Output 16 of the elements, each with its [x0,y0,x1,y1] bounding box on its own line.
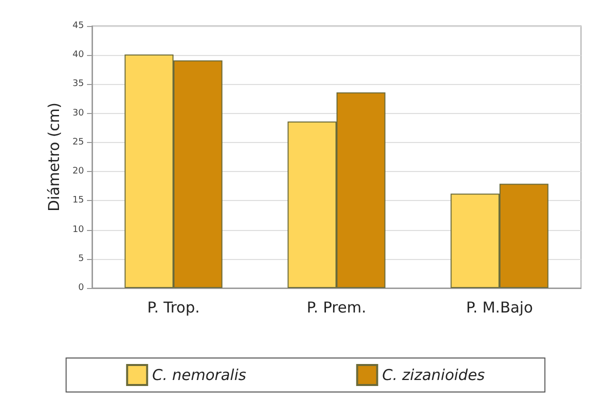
x-tick-label: P. Trop. [147,298,200,316]
x-tick-label: P. M.Bajo [466,298,533,316]
x-tick-label: P. Prem. [306,298,366,316]
y-tick-label: 5 [78,254,84,264]
y-tick-label: 40 [72,50,84,60]
y-tick-label: 10 [72,224,84,235]
legend-label: C. nemoralis [152,366,246,384]
y-tick-label: 35 [72,79,84,90]
y-tick-label: 45 [72,21,84,31]
y-tick-label: 25 [72,137,84,148]
y-tick-label: 30 [72,108,84,118]
y-axis-title: Diámetro (cm) [45,102,64,212]
y-tick-label: 0 [78,283,84,293]
y-tick-label: 20 [72,166,84,177]
y-tick-label: 15 [72,196,84,206]
legend-label: C. zizanioides [382,366,486,384]
